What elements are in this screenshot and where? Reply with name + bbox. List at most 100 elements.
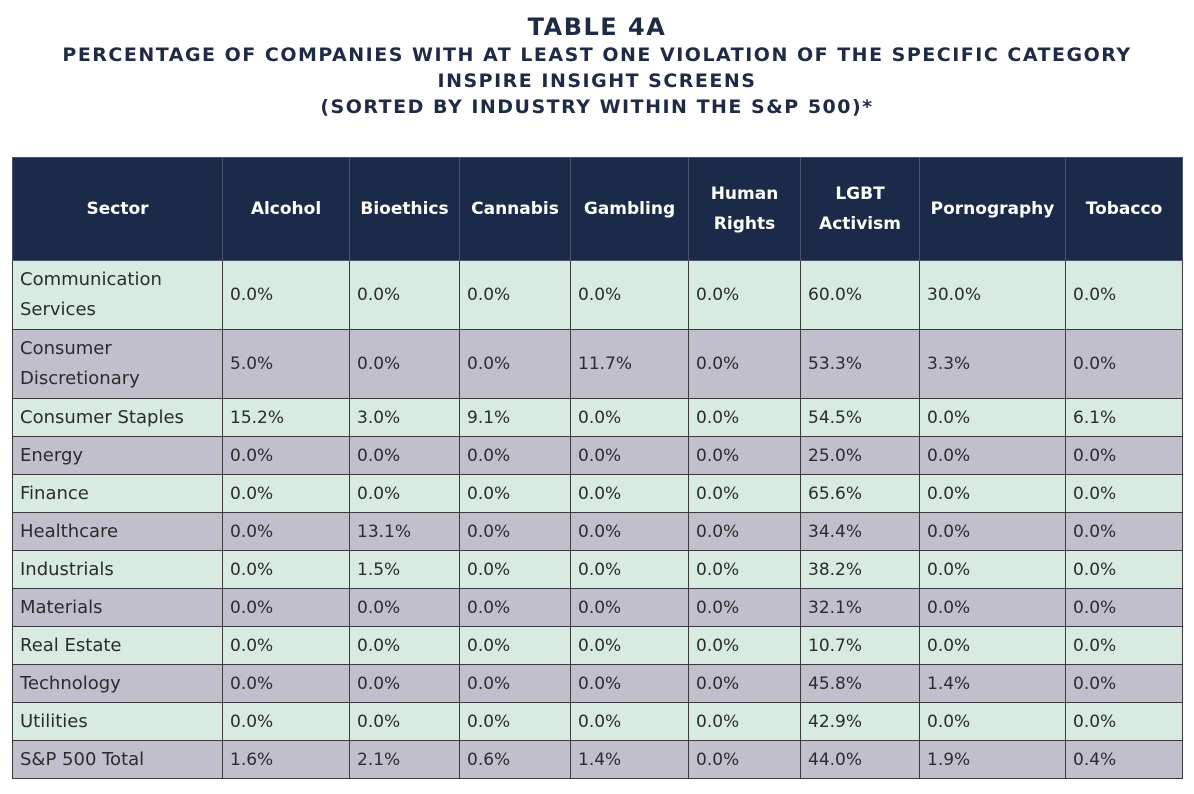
value-cell: 0.0% [688,398,801,437]
column-header-lgbt-activism: LGBT Activism [800,157,920,261]
value-cell: 11.7% [570,329,689,399]
column-header-text: Pornography [930,199,1055,219]
value-cell: 10.7% [800,626,920,665]
value-cell: 0.0% [1065,512,1183,551]
value-cell: 0.0% [688,512,801,551]
table-subtitle-line-3: (SORTED BY INDUSTRY WITHIN THE S&P 500)* [320,96,874,118]
value-cell: 0.0% [459,664,571,703]
value-cell: 0.0% [1065,436,1183,475]
value-cell: 0.0% [222,664,350,703]
column-header-text: Alcohol [250,199,322,219]
value-cell: 3.0% [349,398,460,437]
value-cell: 0.0% [688,329,801,399]
value-cell: 0.0% [459,550,571,589]
table-subtitle-line-1: PERCENTAGE OF COMPANIES WITH AT LEAST ON… [62,44,1132,66]
value-cell: 0.0% [570,588,689,627]
value-cell: 1.6% [222,740,350,779]
value-cell: 0.0% [459,260,571,330]
column-header-pornography: Pornography [919,157,1066,261]
value-cell: 0.0% [919,512,1066,551]
value-cell: 0.0% [1065,626,1183,665]
value-cell: 0.0% [459,436,571,475]
value-cell: 0.0% [688,702,801,741]
table-body: Communication Services 0.0% 0.0% 0.0% 0.0% 0.… [12,260,1183,779]
table-row: Technology 0.0% 0.0% 0.0% 0.0% 0.0% 45.8% 1.4% 0… [12,664,1183,703]
value-cell: 53.3% [800,329,920,399]
value-cell: 0.0% [349,702,460,741]
value-cell: 25.0% [800,436,920,475]
column-header-text: Activism [819,214,901,234]
value-cell: 0.0% [349,626,460,665]
value-cell: 0.0% [570,474,689,513]
sector-cell: Energy [12,436,223,475]
value-cell: 0.0% [349,474,460,513]
column-header-text: Tobacco [1085,199,1163,219]
value-cell: 0.0% [1065,550,1183,589]
value-cell: 0.4% [1065,740,1183,779]
value-cell: 42.9% [800,702,920,741]
table-row: Communication Services 0.0% 0.0% 0.0% 0.0% 0.… [12,260,1183,330]
table-row: Materials 0.0% 0.0% 0.0% 0.0% 0.0% 32.1% 0.0% 0.… [12,588,1183,627]
value-cell: 0.0% [570,550,689,589]
value-cell: 2.1% [349,740,460,779]
value-cell: 0.0% [919,626,1066,665]
table-row: Consumer Discretionary 5.0% 0.0% 0.0% 11.7% 0… [12,329,1183,399]
value-cell: 0.0% [919,588,1066,627]
value-cell: 0.0% [570,626,689,665]
sector-cell: Consumer Discretionary [12,329,223,399]
sector-cell: Finance [12,474,223,513]
sector-cell: Technology [12,664,223,703]
value-cell: 0.0% [349,260,460,330]
table-title: TABLE 4A [527,13,667,41]
value-cell: 0.0% [688,626,801,665]
value-cell: 0.0% [688,260,801,330]
value-cell: 5.0% [222,329,350,399]
value-cell: 0.0% [688,474,801,513]
column-header-text: Human [710,184,779,204]
value-cell: 0.0% [459,512,571,551]
value-cell: 0.0% [688,664,801,703]
table-row: S&P 500 Total 1.6% 2.1% 0.6% 1.4% 0.0% 44.0% 1.… [12,740,1183,779]
table-row: Finance 0.0% 0.0% 0.0% 0.0% 0.0% 65.6% 0.0% 0.0% [12,474,1183,513]
value-cell: 0.0% [1065,474,1183,513]
column-header-text: Bioethics [360,199,449,219]
column-header-gambling: Gambling [570,157,689,261]
value-cell: 0.0% [570,436,689,475]
table-row: Industrials 0.0% 1.5% 0.0% 0.0% 0.0% 38.2% 0.0%… [12,550,1183,589]
value-cell: 0.0% [1065,588,1183,627]
sector-cell: Materials [12,588,223,627]
table-row: Real Estate 0.0% 0.0% 0.0% 0.0% 0.0% 10.7% 0.0%… [12,626,1183,665]
sector-cell: Healthcare [12,512,223,551]
table-row: Energy 0.0% 0.0% 0.0% 0.0% 0.0% 25.0% 0.0% 0.0% [12,436,1183,475]
value-cell: 0.0% [459,329,571,399]
value-cell: 1.5% [349,550,460,589]
column-header-text: Gambling [583,199,676,219]
value-cell: 0.0% [222,474,350,513]
value-cell: 32.1% [800,588,920,627]
column-header-cannabis: Cannabis [459,157,571,261]
table-header-row: Sector Alcohol Bioethics Cannabis Gambling Hu… [12,157,1183,261]
value-cell: 1.4% [570,740,689,779]
column-header-text: Rights [713,214,776,234]
value-cell: 3.3% [919,329,1066,399]
title-block: TABLE 4A PERCENTAGE OF COMPANIES WITH AT… [0,12,1194,120]
value-cell: 0.0% [919,436,1066,475]
table-row: Consumer Staples 15.2% 3.0% 9.1% 0.0% 0.0% 54.… [12,398,1183,437]
value-cell: 34.4% [800,512,920,551]
value-cell: 0.0% [222,626,350,665]
value-cell: 1.9% [919,740,1066,779]
value-cell: 0.0% [459,626,571,665]
value-cell: 15.2% [222,398,350,437]
sector-cell: Industrials [12,550,223,589]
column-header-tobacco: Tobacco [1065,157,1183,261]
value-cell: 0.0% [688,588,801,627]
value-cell: 0.0% [459,474,571,513]
value-cell: 0.0% [349,329,460,399]
value-cell: 0.0% [688,740,801,779]
value-cell: 0.0% [570,664,689,703]
value-cell: 0.0% [570,260,689,330]
value-cell: 0.0% [459,588,571,627]
value-cell: 0.0% [222,436,350,475]
value-cell: 0.0% [222,702,350,741]
value-cell: 1.4% [919,664,1066,703]
